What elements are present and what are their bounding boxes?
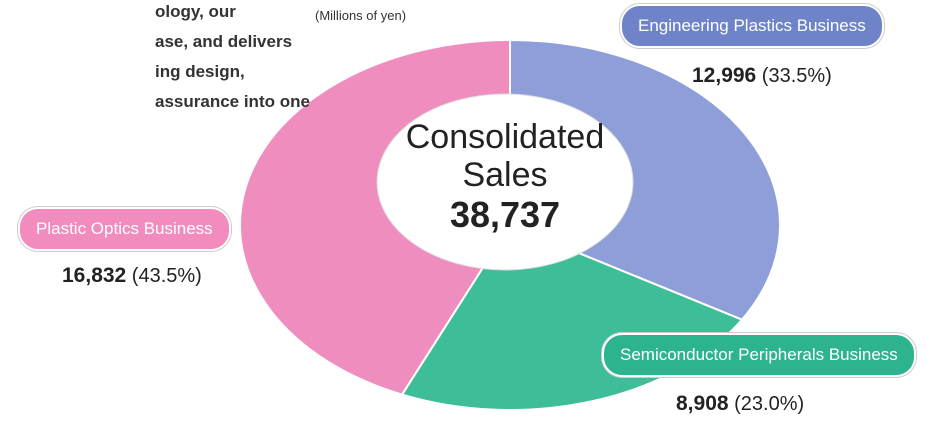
legend-label: Semiconductor Peripherals Business xyxy=(602,333,916,377)
intro-line: assurance into one xyxy=(155,92,310,111)
share-label: (23.0%) xyxy=(734,393,805,415)
center-ellipse xyxy=(376,93,634,271)
intro-line: ology, our xyxy=(155,2,236,21)
legend-label: Plastic Optics Business xyxy=(18,207,231,251)
intro-line: ase, and delivers xyxy=(155,32,293,51)
legend-label: Engineering Plastics Business xyxy=(620,4,884,48)
total: 38,737 xyxy=(449,194,561,235)
center-label: Consolidated Sales 38,737 xyxy=(385,118,625,236)
data-label: 12,996 (33.5%) xyxy=(692,64,832,88)
data-label: 16,832 (43.5%) xyxy=(62,264,202,288)
value-label: 16,832 xyxy=(62,264,127,287)
intro-line: ing design, xyxy=(155,62,245,81)
unit-label: (Millions of yen) xyxy=(315,8,407,23)
share-label: (33.5%) xyxy=(761,65,832,87)
data-label: 8,908 (23.0%) xyxy=(676,392,804,416)
value-label: 12,996 xyxy=(692,64,757,87)
value-label: 8,908 xyxy=(676,392,729,415)
share-label: (43.5%) xyxy=(131,265,202,287)
center-title: Consolidated Sales xyxy=(405,118,605,194)
